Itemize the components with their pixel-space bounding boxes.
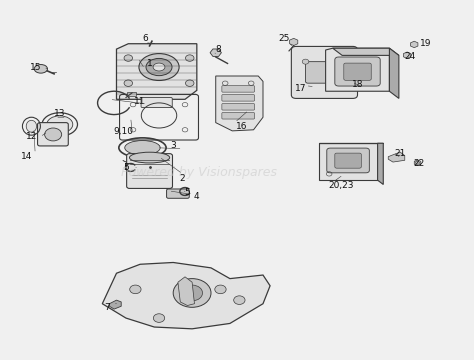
Polygon shape (102, 262, 270, 329)
Text: 16: 16 (236, 122, 247, 131)
FancyBboxPatch shape (222, 104, 255, 110)
Text: 11: 11 (134, 96, 146, 105)
FancyBboxPatch shape (335, 153, 361, 168)
Circle shape (185, 55, 194, 61)
Circle shape (302, 59, 309, 64)
Polygon shape (414, 160, 421, 166)
Circle shape (130, 285, 141, 294)
Text: 5: 5 (184, 188, 190, 197)
FancyBboxPatch shape (344, 63, 371, 80)
Text: 19: 19 (420, 39, 432, 48)
Polygon shape (210, 49, 221, 57)
Text: 9,10: 9,10 (114, 127, 134, 136)
Circle shape (185, 80, 194, 86)
Text: 22: 22 (413, 159, 425, 168)
Circle shape (45, 128, 62, 141)
Text: 15: 15 (30, 63, 42, 72)
Circle shape (340, 59, 346, 64)
Ellipse shape (129, 152, 170, 163)
Text: Powered by Visionspares: Powered by Visionspares (121, 166, 277, 179)
Ellipse shape (47, 116, 73, 133)
Polygon shape (109, 300, 121, 309)
Polygon shape (216, 76, 263, 131)
Text: 20,23: 20,23 (328, 181, 354, 190)
FancyBboxPatch shape (141, 98, 172, 108)
FancyBboxPatch shape (292, 46, 357, 98)
Text: 2: 2 (180, 174, 185, 183)
Polygon shape (388, 152, 405, 162)
Polygon shape (117, 44, 197, 99)
Polygon shape (403, 52, 411, 58)
Polygon shape (410, 41, 418, 48)
FancyBboxPatch shape (222, 86, 255, 92)
Circle shape (234, 296, 245, 305)
Text: 18: 18 (352, 81, 363, 90)
Text: 12: 12 (26, 132, 37, 141)
Circle shape (173, 279, 211, 307)
Polygon shape (390, 48, 399, 98)
Text: 14: 14 (21, 152, 32, 161)
Text: 6: 6 (142, 34, 148, 43)
Text: 24: 24 (404, 52, 415, 61)
FancyBboxPatch shape (37, 123, 68, 146)
Text: 3: 3 (170, 141, 176, 150)
Text: 8: 8 (215, 45, 221, 54)
FancyBboxPatch shape (335, 57, 380, 86)
FancyBboxPatch shape (222, 113, 255, 119)
Ellipse shape (146, 58, 172, 76)
Text: 17: 17 (295, 84, 307, 93)
FancyBboxPatch shape (166, 189, 189, 198)
Text: 1: 1 (146, 59, 153, 68)
Polygon shape (378, 143, 383, 184)
Ellipse shape (34, 64, 47, 73)
Ellipse shape (26, 120, 36, 132)
Text: 7: 7 (104, 303, 110, 312)
Polygon shape (326, 48, 390, 91)
Text: 5: 5 (123, 163, 129, 172)
Polygon shape (319, 143, 378, 180)
Circle shape (124, 80, 133, 86)
FancyBboxPatch shape (127, 154, 173, 188)
Polygon shape (290, 39, 298, 45)
Text: 4: 4 (194, 192, 200, 201)
Circle shape (124, 55, 133, 61)
FancyBboxPatch shape (306, 62, 343, 83)
FancyBboxPatch shape (327, 148, 369, 173)
Circle shape (154, 314, 164, 322)
Ellipse shape (153, 63, 165, 71)
Bar (128, 92, 136, 96)
Circle shape (215, 285, 226, 294)
Ellipse shape (139, 54, 179, 81)
Text: 21: 21 (394, 149, 406, 158)
Polygon shape (178, 277, 194, 306)
Text: 13: 13 (54, 109, 65, 118)
Ellipse shape (125, 140, 160, 155)
Text: 25: 25 (279, 34, 290, 43)
Polygon shape (333, 48, 399, 55)
FancyBboxPatch shape (222, 95, 255, 101)
Circle shape (182, 285, 202, 301)
